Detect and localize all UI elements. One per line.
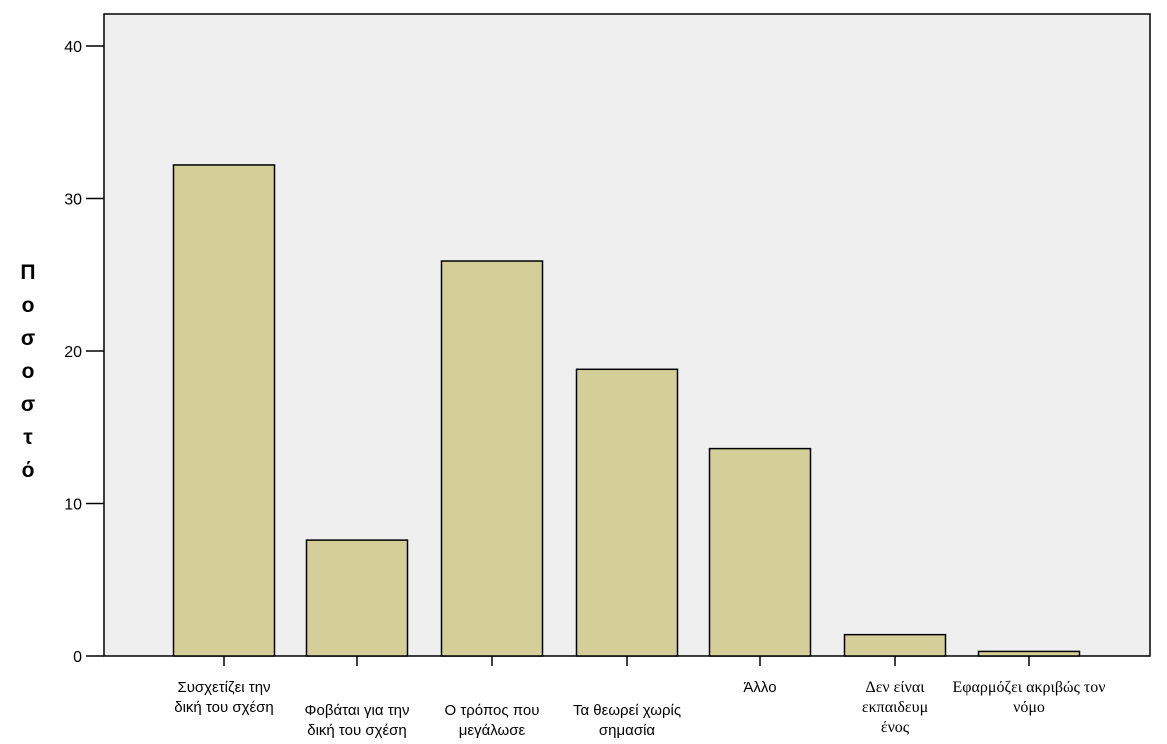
bar-3 — [440, 260, 544, 657]
y-axis-title-char: ό — [22, 459, 35, 482]
x-tick-label-line: δική του σχέση — [174, 699, 274, 716]
x-tick-label-line: Δεν είναι — [865, 679, 925, 696]
x-tick-label-line: νόμο — [1013, 699, 1045, 716]
x-tick-label: Άλλο — [743, 679, 776, 696]
y-tick-label: 20 — [64, 344, 82, 361]
x-tick-label-line: Φοβάται για την — [305, 702, 410, 719]
y-tick-label: 0 — [73, 649, 82, 666]
x-tick-label: Δεν είναι εκπαιδευμ ένος — [862, 679, 928, 736]
x-tick-label-line: ένος — [881, 719, 910, 736]
y-axis-title-char: σ — [21, 393, 35, 416]
x-tick-label-line: Ο τρόπος που — [445, 702, 540, 719]
y-tick-label: 40 — [64, 39, 82, 56]
bar-6 — [843, 633, 947, 657]
x-tick-label-line: Άλλο — [743, 679, 776, 696]
x-tick-label-line: δική του σχέση — [307, 722, 407, 739]
x-axis: Συσχετίζει την δική του σχέση Φοβάται για … — [174, 656, 1106, 739]
bar-7 — [977, 650, 1081, 657]
bar-1 — [172, 164, 276, 657]
bar-4 — [575, 368, 679, 657]
x-tick-label: Τα θεωρεί χωρίς σημασία — [573, 702, 681, 739]
x-tick-label: Φοβάται για την δική του σχέση — [305, 702, 410, 739]
x-tick-label: Ο τρόπος που μεγάλωσε — [445, 702, 540, 739]
y-axis-title-char: ο — [22, 360, 35, 383]
x-tick-label-line: Συσχετίζει την — [177, 679, 270, 696]
y-axis-title-char: ο — [22, 294, 35, 317]
bars-layer — [172, 164, 1081, 657]
x-tick-label-line: μεγάλωσε — [459, 722, 526, 739]
y-axis: 0 10 20 30 40 — [64, 39, 104, 666]
y-tick-label: 30 — [64, 192, 82, 209]
bar-2 — [305, 539, 409, 657]
y-axis-title-char: σ — [21, 327, 35, 350]
x-tick-label: Εφαρμόζει ακριβώς τον νόμο — [952, 679, 1105, 716]
y-axis-title-char: τ — [23, 426, 33, 449]
x-tick-label: Συσχετίζει την δική του σχέση — [174, 679, 274, 716]
y-axis-title-char: Π — [20, 261, 35, 284]
x-tick-label-line: Τα θεωρεί χωρίς — [573, 702, 681, 719]
bar-5 — [708, 447, 812, 657]
x-tick-label-line: Εφαρμόζει ακριβώς τον — [952, 679, 1105, 696]
x-tick-label-line: εκπαιδευμ — [862, 699, 928, 716]
x-tick-label-line: σημασία — [599, 722, 656, 739]
y-tick-label: 10 — [64, 497, 82, 514]
